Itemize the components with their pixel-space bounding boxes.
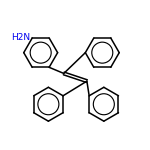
Text: H2N: H2N bbox=[11, 33, 30, 42]
